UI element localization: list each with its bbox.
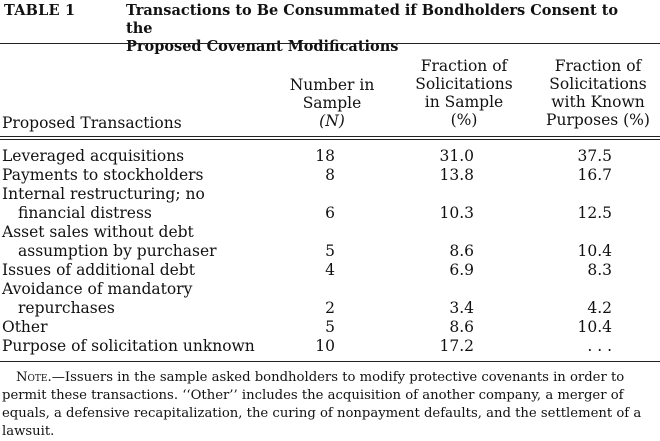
header-number: Number in Sample (N) — [286, 76, 378, 130]
table-row: Internal restructuring; no — [0, 185, 660, 204]
header-number-line: (N) — [319, 112, 345, 130]
row-fraction-sample: 10.3 — [439, 204, 474, 222]
header-fraction-sample-line: in Sample — [424, 93, 504, 111]
row-fraction-sample: 8.6 — [449, 242, 474, 260]
row-number: 10 — [315, 337, 335, 355]
row-number: 6 — [325, 204, 335, 222]
table-row: Payments to stockholders 8 13.8 16.7 — [0, 166, 660, 185]
row-fraction-known: 4.2 — [587, 299, 612, 317]
table-title-line-1: Transactions to Be Consummated if Bondho… — [126, 2, 619, 37]
row-label: Asset sales without debt — [2, 223, 194, 241]
header-fraction-sample-line: Fraction of — [420, 57, 508, 75]
header-fraction-known-line: Purposes (%) — [546, 111, 650, 129]
table-row: Avoidance of mandatory — [0, 280, 660, 299]
row-fraction-sample: 6.9 — [449, 261, 474, 279]
table-title-line-2: Proposed Covenant Modifications — [126, 38, 399, 55]
table-row: financial distress 6 10.3 12.5 — [0, 204, 660, 223]
bottom-rule — [0, 361, 660, 362]
row-label: Purpose of solicitation unknown — [2, 337, 255, 355]
row-number: 4 — [325, 261, 335, 279]
row-fraction-known: 10.4 — [577, 318, 612, 336]
header-fraction-known-line: Fraction of — [554, 57, 642, 75]
table-row: Other 5 8.6 10.4 — [0, 318, 660, 337]
row-number: 5 — [325, 242, 335, 260]
header-fraction-sample: Fraction of Solicitations in Sample (%) — [404, 57, 524, 129]
row-fraction-known: 8.3 — [587, 261, 612, 279]
table-row: Purpose of solicitation unknown 10 17.2 . .… — [0, 337, 660, 356]
note-lead: Note. — [16, 370, 52, 385]
header-fraction-sample-line: Solicitations — [415, 75, 513, 93]
row-label: Avoidance of mandatory — [2, 280, 193, 298]
header-fraction-known-line: Solicitations — [549, 75, 647, 93]
row-fraction-sample: 3.4 — [449, 299, 474, 317]
header-transactions: Proposed Transactions — [2, 114, 182, 132]
table-title: Transactions to Be Consummated if Bondho… — [126, 2, 646, 56]
row-number: 8 — [325, 166, 335, 184]
row-fraction-sample: 13.8 — [439, 166, 474, 184]
header-fraction-known: Fraction of Solicitations with Known Pur… — [536, 57, 660, 129]
row-fraction-known: 37.5 — [577, 147, 612, 165]
row-fraction-known: 12.5 — [577, 204, 612, 222]
note-text: —Issuers in the sample asked bondholders… — [2, 370, 642, 439]
row-label: assumption by purchaser — [18, 242, 217, 260]
row-label: Leveraged acquisitions — [2, 147, 185, 165]
header-number-line: Number in — [289, 76, 375, 94]
table-row: assumption by purchaser 5 8.6 10.4 — [0, 242, 660, 261]
table-row: repurchases 2 3.4 4.2 — [0, 299, 660, 318]
header-rule-lower — [0, 139, 660, 140]
table-row: Leveraged acquisitions 18 31.0 37.5 — [0, 147, 660, 166]
header-fraction-known-line: with Known — [551, 93, 645, 111]
row-fraction-sample: 8.6 — [449, 318, 474, 336]
header-rule-upper — [0, 136, 660, 137]
table-note: Note.—Issuers in the sample asked bondho… — [2, 369, 660, 441]
row-number: 18 — [315, 147, 335, 165]
table-row: Asset sales without debt — [0, 223, 660, 242]
row-label: Payments to stockholders — [2, 166, 204, 184]
row-number: 5 — [325, 318, 335, 336]
header-fraction-sample-line: (%) — [450, 111, 478, 129]
row-fraction-known: 10.4 — [577, 242, 612, 260]
table-label: TABLE 1 — [4, 2, 76, 19]
row-fraction-sample: 17.2 — [439, 337, 474, 355]
table-row: Issues of additional debt 4 6.9 8.3 — [0, 261, 660, 280]
row-label: repurchases — [18, 299, 115, 317]
row-number: 2 — [325, 299, 335, 317]
top-rule — [0, 43, 660, 44]
row-fraction-known: 16.7 — [577, 166, 612, 184]
table-body: Leveraged acquisitions 18 31.0 37.5 Payments… — [0, 147, 660, 356]
row-label: Internal restructuring; no — [2, 185, 205, 203]
row-fraction-sample: 31.0 — [439, 147, 474, 165]
row-fraction-known: . . . — [587, 337, 612, 355]
row-label: Other — [2, 318, 48, 336]
row-label: financial distress — [18, 204, 152, 222]
row-label: Issues of additional debt — [2, 261, 195, 279]
header-number-line: Sample — [302, 94, 362, 112]
